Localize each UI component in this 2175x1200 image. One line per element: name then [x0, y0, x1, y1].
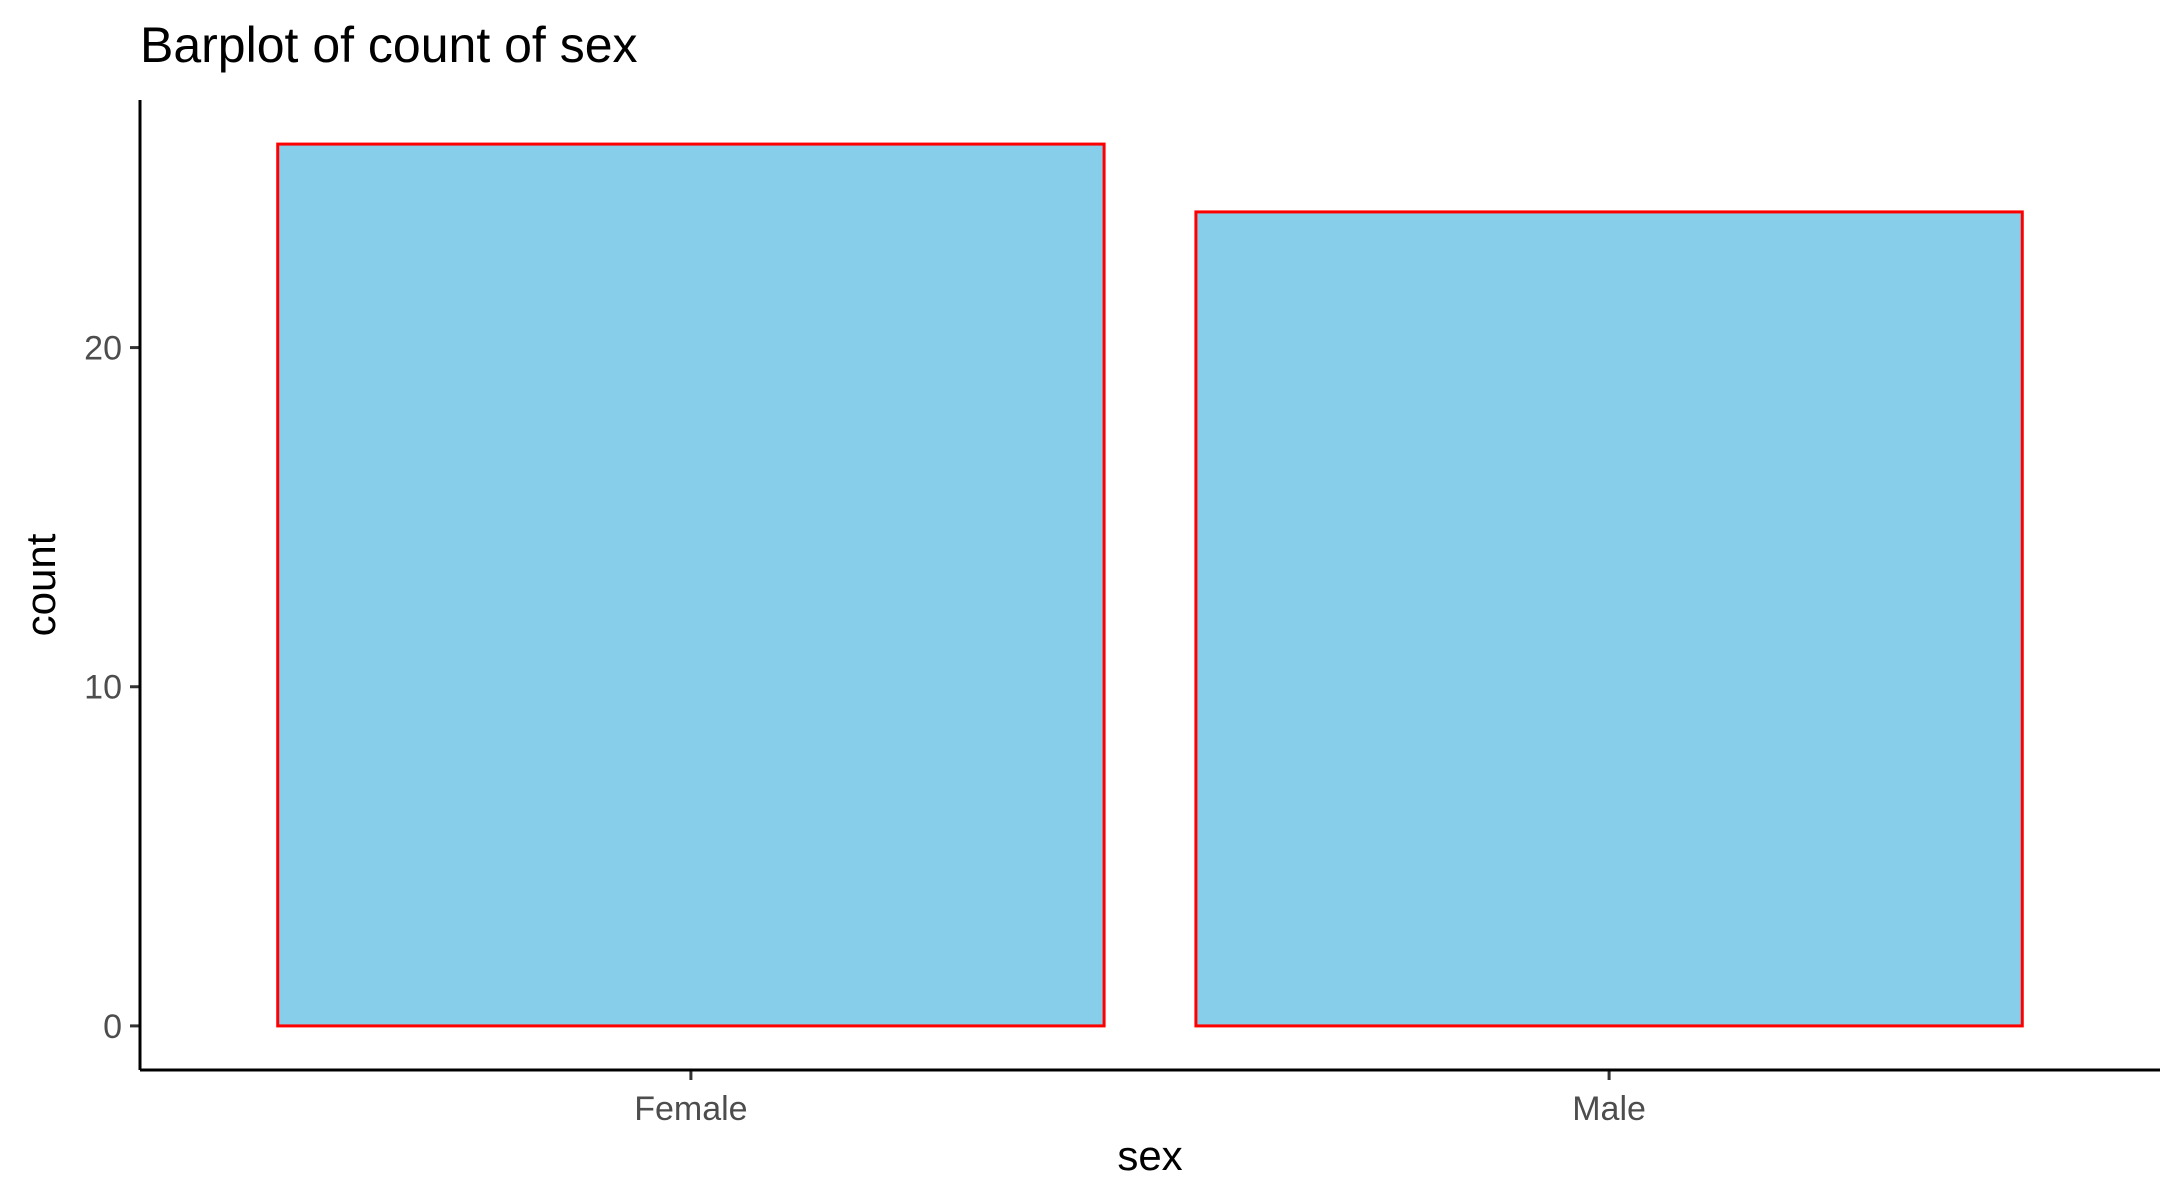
x-axis-title: sex: [1117, 1132, 1182, 1179]
x-axis-ticks: Female Male: [634, 1070, 1646, 1128]
bars-group: [276, 142, 2024, 1028]
x-tick-label-male: Male: [1572, 1090, 1646, 1128]
y-axis-ticks: 0 10 20: [84, 330, 140, 1046]
y-tick-label: 10: [84, 669, 122, 707]
y-axis-title: count: [17, 533, 64, 636]
bar-male: [1194, 210, 2024, 1028]
x-tick-label-female: Female: [634, 1090, 747, 1128]
y-tick-label: 20: [84, 330, 122, 368]
chart-title: Barplot of count of sex: [140, 17, 638, 73]
y-tick-label: 0: [103, 1008, 122, 1046]
bar-female: [276, 142, 1106, 1028]
